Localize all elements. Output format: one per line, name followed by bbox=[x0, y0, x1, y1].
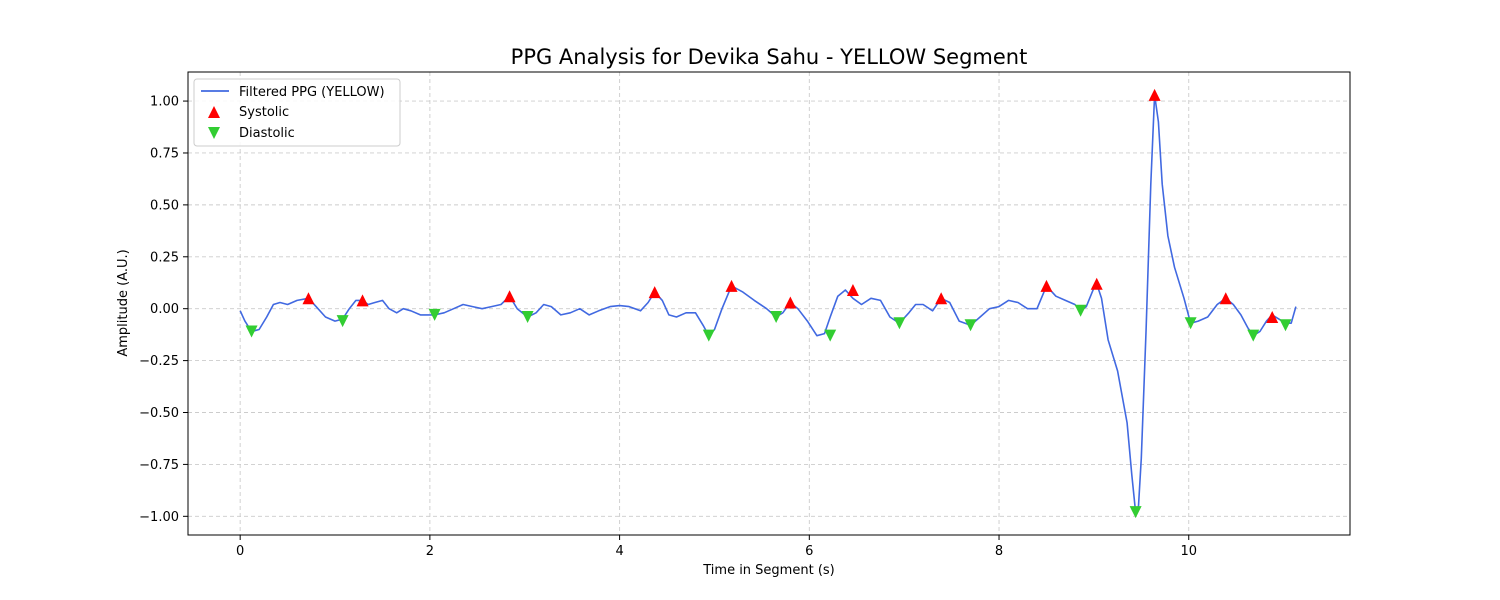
x-axis-label: Time in Segment (s) bbox=[702, 563, 834, 578]
grid-lines bbox=[188, 72, 1350, 535]
systolic-marker bbox=[503, 290, 516, 303]
plot-series bbox=[239, 88, 1297, 519]
systolic-marker bbox=[1090, 277, 1103, 290]
y-tick-label: 0.50 bbox=[150, 198, 179, 213]
y-tick-label: −1.00 bbox=[139, 510, 179, 525]
systolic-marker bbox=[784, 296, 797, 309]
legend-label-systolic: Systolic bbox=[239, 105, 289, 120]
diastolic-marker bbox=[1129, 506, 1142, 519]
legend-label-diastolic: Diastolic bbox=[239, 126, 295, 141]
legend-box bbox=[193, 78, 401, 147]
systolic-marker bbox=[356, 294, 369, 307]
y-tick-label: 0.25 bbox=[150, 250, 179, 265]
y-axis-label: Amplitude (A.U.) bbox=[116, 249, 131, 356]
axes: 0 2 4 6 8 10 −1.00 −0.75 −0.50 −0.25 0.00 0.25 0.50 0… bbox=[139, 71, 1351, 559]
diastolic-marker bbox=[521, 310, 534, 323]
diastolic-marker bbox=[702, 329, 715, 342]
legend-label-ppg: Filtered PPG (YELLOW) bbox=[239, 85, 385, 100]
x-tick-label: 10 bbox=[1180, 544, 1197, 559]
systolic-marker bbox=[648, 286, 661, 299]
diastolic-marker bbox=[893, 317, 906, 330]
x-tick-label: 2 bbox=[426, 544, 434, 559]
plot-frame bbox=[187, 71, 1351, 536]
diastolic-marker bbox=[1279, 319, 1292, 332]
y-tick-label: 0.75 bbox=[150, 146, 179, 161]
systolic-marker bbox=[1148, 88, 1161, 101]
systolic-marker bbox=[1040, 279, 1053, 292]
diastolic-marker bbox=[964, 319, 977, 332]
systolic-marker bbox=[1266, 310, 1279, 323]
diastolic-marker bbox=[824, 329, 837, 342]
ppg-signal-line bbox=[239, 94, 1297, 514]
x-tick-label: 0 bbox=[236, 544, 244, 559]
legend-diastolic-marker bbox=[208, 127, 220, 139]
x-tick-label: 6 bbox=[805, 544, 813, 559]
systolic-marker bbox=[1219, 292, 1232, 305]
y-tick-label: −0.50 bbox=[139, 406, 179, 421]
diastolic-marker bbox=[428, 308, 441, 321]
y-tick-label: 0.00 bbox=[150, 302, 179, 317]
y-tick-label: −0.75 bbox=[139, 458, 179, 473]
diastolic-marker bbox=[245, 325, 258, 338]
y-tick-label: 1.00 bbox=[150, 95, 179, 110]
diastolic-marker bbox=[1247, 329, 1260, 342]
x-tick-label: 4 bbox=[615, 544, 623, 559]
diastolic-marker bbox=[1184, 317, 1197, 330]
systolic-marker bbox=[725, 279, 738, 292]
diastolic-marker bbox=[770, 310, 783, 323]
y-tick-label: −0.25 bbox=[139, 354, 179, 369]
diastolic-marker bbox=[336, 315, 349, 328]
systolic-marker bbox=[302, 292, 315, 305]
chart-title: PPG Analysis for Devika Sahu - YELLOW Se… bbox=[511, 45, 1028, 69]
systolic-marker bbox=[846, 284, 859, 297]
legend: Filtered PPG (YELLOW) Systolic Diastolic bbox=[193, 78, 401, 147]
x-tick-label: 8 bbox=[995, 544, 1003, 559]
diastolic-marker bbox=[1074, 304, 1087, 317]
legend-systolic-marker bbox=[208, 106, 220, 118]
systolic-marker bbox=[935, 292, 948, 305]
